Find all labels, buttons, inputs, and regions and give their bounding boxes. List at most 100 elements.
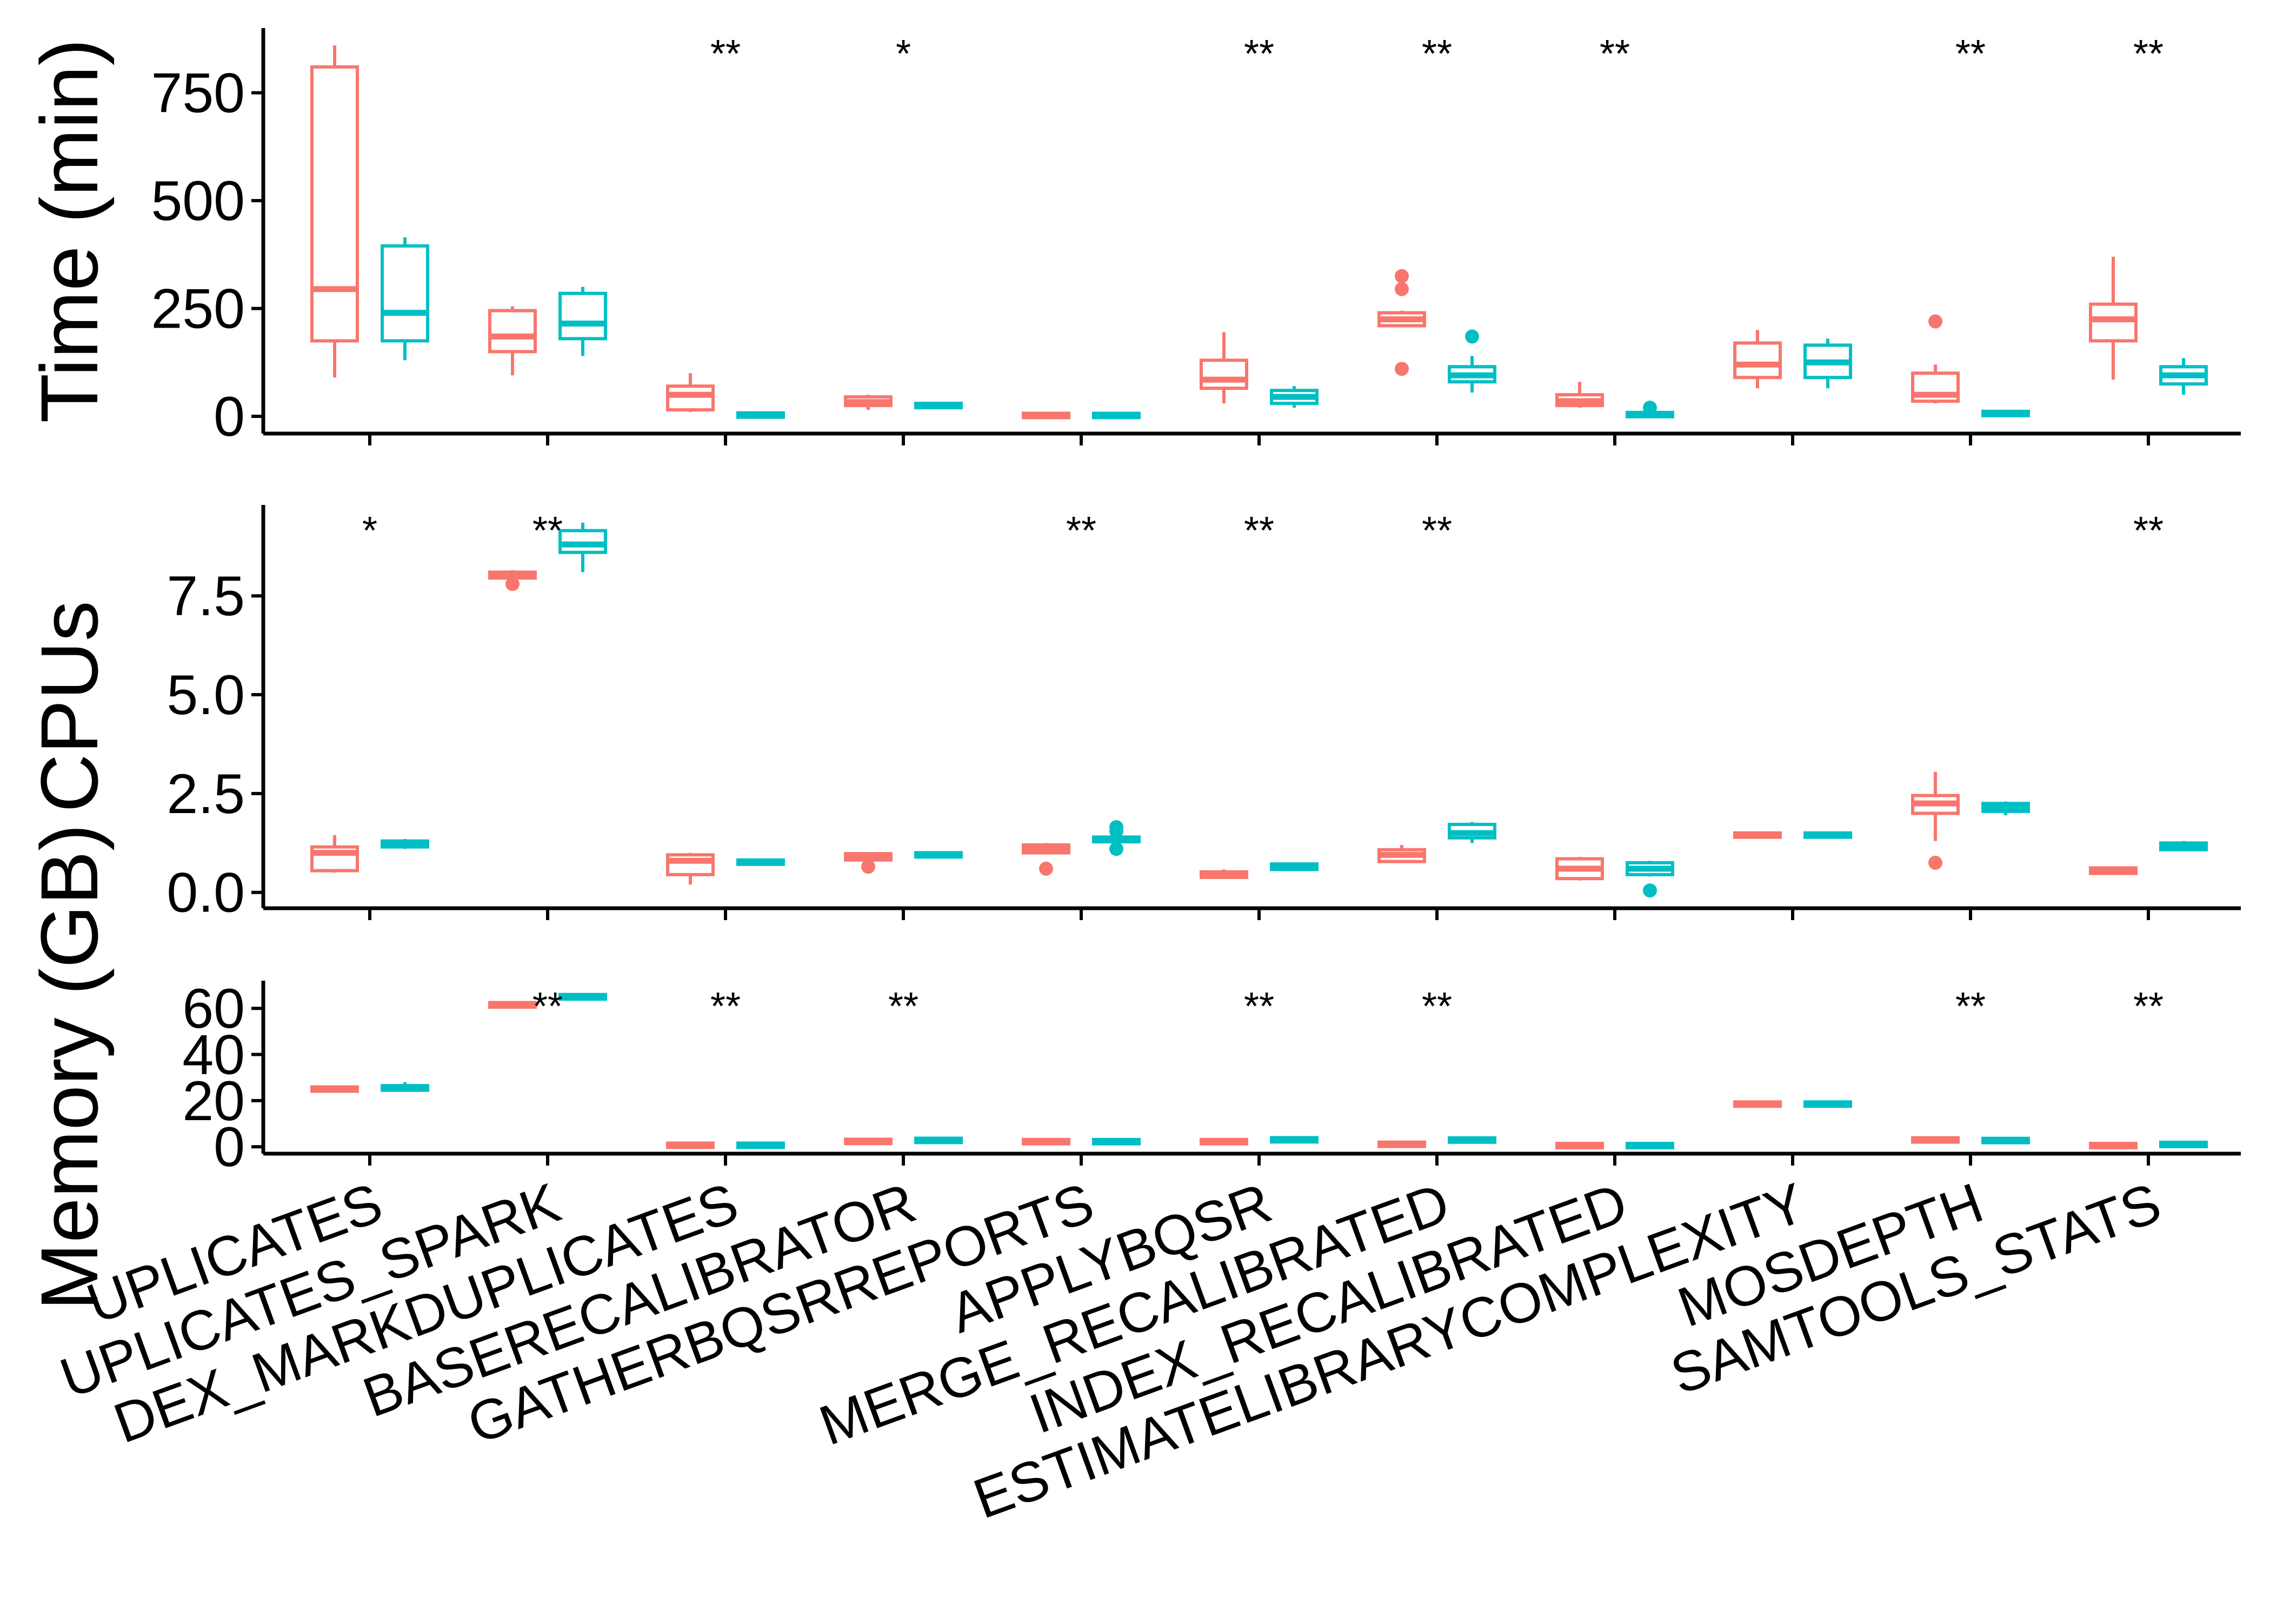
box-applybqsr-s2 bbox=[1270, 386, 1319, 408]
significance-label: ** bbox=[710, 985, 741, 1028]
box-index_markduplicates-s2 bbox=[736, 1141, 785, 1149]
box-gatherbqsrreports-s2 bbox=[1092, 820, 1141, 856]
significance-label: ** bbox=[1422, 509, 1452, 553]
box-mosdepth-s1 bbox=[1911, 771, 1960, 870]
box-index_markduplicates-s1 bbox=[666, 1141, 715, 1149]
significance-label: ** bbox=[1422, 32, 1452, 76]
box-index_recalibrated-s1 bbox=[1555, 382, 1604, 408]
outlier-point bbox=[1109, 842, 1123, 856]
outlier-point bbox=[1039, 861, 1053, 876]
significance-label: ** bbox=[1244, 509, 1274, 553]
box-index_recalibrated-s2 bbox=[1626, 401, 1674, 418]
box-samtools_stats-s1 bbox=[2089, 1142, 2138, 1150]
box-estimatelibrarycomplexity-s2 bbox=[1803, 1100, 1852, 1108]
significance-label: ** bbox=[532, 509, 563, 553]
panel-2: 0.02.55.07.5* ** ** ** ** **CPUs bbox=[24, 505, 2241, 924]
box-applybqsr-s2 bbox=[1270, 862, 1319, 871]
box-iqr bbox=[558, 291, 607, 341]
y-tick-label: 5.0 bbox=[167, 664, 245, 727]
box-merge_recalibrated-s1 bbox=[1377, 1140, 1426, 1148]
box-baserecalibrator-s1 bbox=[844, 852, 893, 874]
box-markduplicates-s2 bbox=[381, 839, 429, 849]
box-index_markduplicates-s1 bbox=[666, 853, 715, 885]
box-mosdepth-s1 bbox=[1911, 1136, 1960, 1144]
box-iqr bbox=[666, 384, 715, 412]
box-applybqsr-s1 bbox=[1200, 869, 1248, 879]
box-iqr bbox=[1200, 358, 1248, 390]
box-mosdepth-s1 bbox=[1911, 314, 1960, 404]
significance-label: ** bbox=[1244, 985, 1274, 1028]
box-gatherbqsrreports-s1 bbox=[1022, 411, 1070, 420]
box-index_recalibrated-s1 bbox=[1555, 1142, 1604, 1150]
box-index_markduplicates-s1 bbox=[666, 373, 715, 412]
box-markduplicates_spark-s1 bbox=[488, 570, 537, 591]
box-samtools_stats-s2 bbox=[2159, 358, 2208, 395]
box-mosdepth-s2 bbox=[1981, 801, 2030, 816]
box-estimatelibrarycomplexity-s1 bbox=[1733, 1100, 1782, 1108]
significance-label: ** bbox=[2133, 32, 2164, 76]
y-tick-label: 750 bbox=[151, 62, 245, 125]
box-baserecalibrator-s2 bbox=[914, 402, 963, 410]
significance-label: ** bbox=[1422, 985, 1452, 1028]
outlier-point bbox=[1928, 314, 1942, 329]
box-mosdepth-s2 bbox=[1981, 1136, 2030, 1144]
box-estimatelibrarycomplexity-s2 bbox=[1803, 831, 1852, 839]
box-samtools_stats-s1 bbox=[2089, 866, 2138, 875]
outlier-point bbox=[1643, 883, 1657, 898]
y-tick-label: 500 bbox=[151, 170, 245, 232]
box-markduplicates_spark-s1 bbox=[488, 1001, 537, 1009]
box-estimatelibrarycomplexity-s1 bbox=[1733, 330, 1782, 389]
box-markduplicates-s1 bbox=[310, 45, 359, 378]
box-estimatelibrarycomplexity-s1 bbox=[1733, 831, 1782, 839]
box-applybqsr-s2 bbox=[1270, 1136, 1319, 1144]
box-applybqsr-s1 bbox=[1200, 332, 1248, 404]
significance-label: ** bbox=[710, 32, 741, 76]
box-iqr bbox=[381, 244, 429, 343]
significance-label: * bbox=[362, 509, 377, 553]
box-markduplicates-s2 bbox=[381, 1082, 429, 1092]
outlier-point bbox=[1395, 282, 1409, 296]
box-estimatelibrarycomplexity-s2 bbox=[1803, 338, 1852, 389]
box-baserecalibrator-s2 bbox=[914, 1136, 963, 1144]
y-axis-title: Time (min) bbox=[24, 38, 115, 423]
outlier-point bbox=[505, 577, 520, 591]
y-tick-label: 0.0 bbox=[167, 862, 245, 924]
significance-label: ** bbox=[1244, 32, 1274, 76]
box-applybqsr-s1 bbox=[1200, 1137, 1248, 1146]
y-tick-label: 7.5 bbox=[167, 565, 245, 628]
significance-label: ** bbox=[532, 985, 563, 1028]
significance-label: ** bbox=[888, 985, 918, 1028]
outlier-point bbox=[1395, 362, 1409, 376]
box-baserecalibrator-s1 bbox=[844, 1137, 893, 1146]
y-tick-label: 2.5 bbox=[167, 763, 245, 826]
box-merge_recalibrated-s1 bbox=[1377, 269, 1426, 376]
box-mosdepth-s2 bbox=[1981, 409, 2030, 417]
box-samtools_stats-s1 bbox=[2089, 256, 2138, 380]
box-merge_recalibrated-s1 bbox=[1377, 844, 1426, 863]
box-index_markduplicates-s2 bbox=[736, 858, 785, 866]
box-samtools_stats-s2 bbox=[2159, 1140, 2208, 1148]
box-merge_recalibrated-s2 bbox=[1448, 1136, 1496, 1144]
outlier-point bbox=[1109, 820, 1123, 835]
box-gatherbqsrreports-s1 bbox=[1022, 843, 1070, 876]
box-iqr bbox=[488, 309, 537, 354]
significance-label: ** bbox=[2133, 985, 2164, 1028]
x-category-labels: UPLICATESUPLICATES_SPARKDEX_MARKDUPLICAT… bbox=[52, 1172, 2169, 1531]
box-gatherbqsrreports-s1 bbox=[1022, 1137, 1070, 1146]
box-markduplicates-s1 bbox=[310, 835, 359, 873]
significance-label: ** bbox=[1066, 509, 1096, 553]
box-markduplicates_spark-s2 bbox=[558, 522, 607, 573]
box-markduplicates-s1 bbox=[310, 1085, 359, 1093]
box-gatherbqsrreports-s2 bbox=[1092, 411, 1141, 420]
significance-label: ** bbox=[2133, 509, 2164, 553]
outlier-point bbox=[1395, 269, 1409, 283]
box-markduplicates_spark-s2 bbox=[558, 287, 607, 356]
significance-label: ** bbox=[1955, 985, 1986, 1028]
box-iqr bbox=[1733, 341, 1782, 380]
significance-label: ** bbox=[1600, 32, 1630, 76]
box-index_recalibrated-s2 bbox=[1626, 1142, 1674, 1150]
outlier-point bbox=[861, 860, 875, 874]
box-index_recalibrated-s1 bbox=[1555, 856, 1604, 881]
